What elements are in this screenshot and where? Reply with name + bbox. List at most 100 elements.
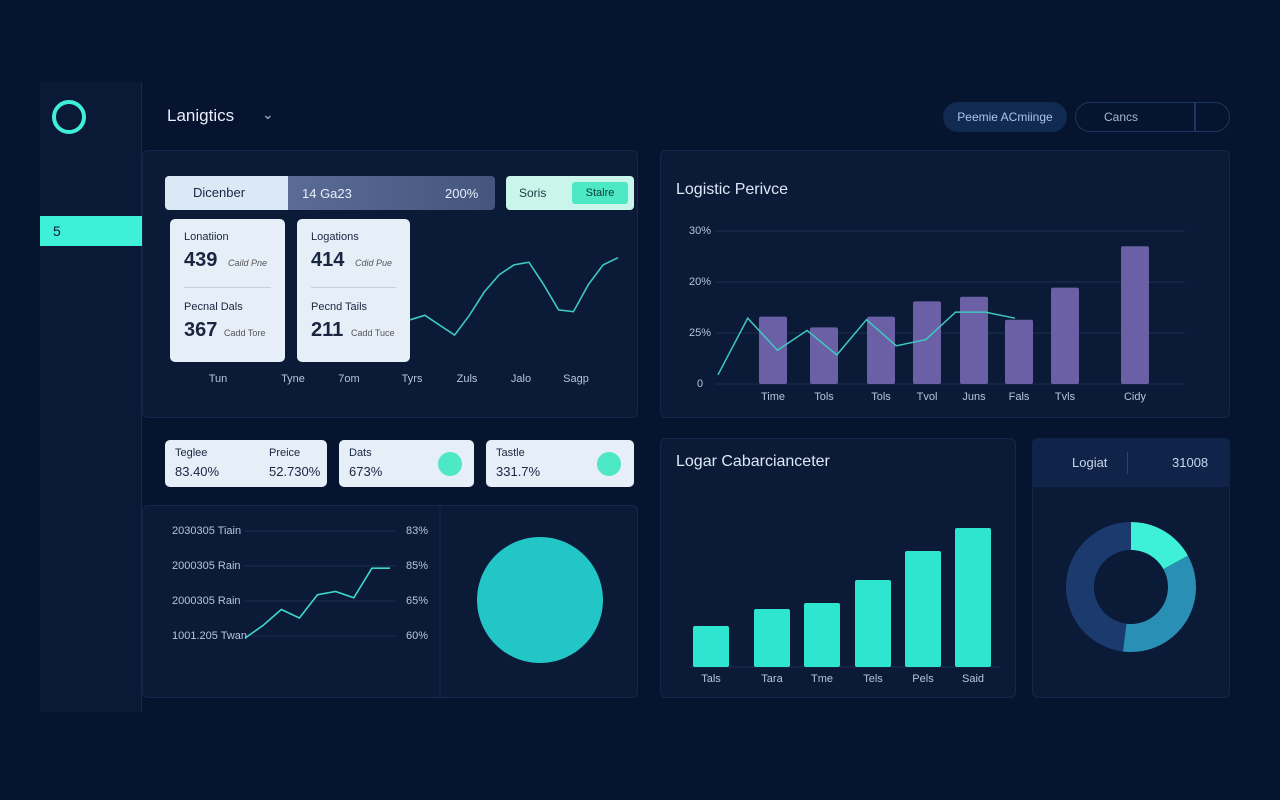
x-label: Tvol [917,391,938,403]
x-label: Tyrs [402,373,423,385]
nav-item-active[interactable]: 5 [40,216,142,246]
bar [960,296,988,384]
range-percent: 200% [445,186,479,201]
bar [913,301,941,384]
card-divider [311,287,396,288]
right-label: 65% [406,595,428,607]
pie-segment [1131,522,1188,570]
x-label: Tme [811,673,833,685]
brand-chevron[interactable]: ⌄ [262,106,274,122]
line [409,256,619,337]
month-select[interactable]: Dicenber [165,176,288,210]
pie-segment [1122,555,1196,653]
card-note: Cdid Pue [355,258,393,268]
stat-label: Preice [269,447,301,459]
bar [955,528,991,667]
right-label: 60% [406,630,428,642]
card-value: 414 [311,249,345,271]
left-label: 2030305 Tiain [172,525,241,537]
x-label: Tels [863,673,883,685]
x-label: Time [761,391,785,403]
x-label: Tals [701,673,721,685]
summary-label: Logiat [1072,455,1108,470]
bar [754,609,790,667]
x-label: Juns [962,391,986,403]
x-label: Cidy [1124,391,1147,403]
stat-label: Tastle [496,447,525,459]
x-label: Jalo [511,373,531,385]
x-label: Said [962,673,984,685]
filter[interactable]: Soris [519,186,547,200]
summary-divider [1127,452,1128,474]
bar [905,551,941,667]
card-title: Lonatiion [184,231,229,243]
capacity-title: Logar Cabarcianceter [676,453,830,470]
pie-segment [476,537,603,664]
right-label: 85% [406,560,428,572]
card-value: 211 [311,319,344,341]
brand: Lanigtics [167,106,235,125]
stat-value: 52.730% [269,464,321,479]
x-label: Tols [814,391,834,403]
x-label: Tara [761,673,783,685]
header-button[interactable]: Peemie ACmiinge [943,102,1067,132]
x-label: Tun [209,373,228,385]
card-value: 439 [184,249,218,271]
bar [867,316,895,384]
card-divider [184,287,271,288]
logo[interactable] [52,100,86,134]
stat-icon [597,452,621,476]
x-label: Pels [912,673,934,685]
y-label: 25% [689,327,711,339]
search-box[interactable]: Cancs [1075,102,1195,132]
bar [804,603,840,667]
bar [1051,287,1079,384]
stat-value: 331.7% [496,464,541,479]
card-note: Cadd Tuce [351,328,395,338]
action-button[interactable]: Stalre [572,182,628,204]
left-label: 2000305 Rain [172,560,241,572]
metric-card: Lonatiion 439 Caild Pne Pecnal Dals 367 Cadd … [170,219,285,362]
y-label: 0 [697,378,703,390]
line [717,311,1016,376]
bar [855,580,891,667]
bar [1121,246,1149,384]
stat-value: 673% [349,464,383,479]
bar [810,327,838,384]
summary-bar [1032,438,1230,487]
y-label: 20% [689,276,711,288]
stat-card [165,440,327,487]
stat-icon [438,452,462,476]
card-title: Pecnd Tails [311,301,368,313]
metric-card: Logations 414 Cdid Pue Pecnd Tails 211 Cadd T… [297,219,410,362]
card-title: Logations [311,231,359,243]
stat-value: 83.40% [175,464,220,479]
range-bar [288,176,495,210]
bar [759,316,787,384]
x-label: Tvls [1055,391,1076,403]
card-note: Caild Pne [228,258,268,268]
card-note: Cadd Tore [224,328,266,338]
stat-label: Dats [349,447,372,459]
x-label: Zuls [457,373,478,385]
x-label: Tols [871,391,891,403]
bar [693,626,729,667]
y-label: 30% [689,225,711,237]
search-button[interactable] [1195,102,1230,132]
range: 14 Ga23 [302,186,352,201]
bar [1005,319,1033,384]
left-label: 1001.205 Twan [172,630,247,642]
sidebar [40,82,142,712]
x-label: Fals [1009,391,1030,403]
right-label: 83% [406,525,428,537]
card-value: 367 [184,319,218,341]
card-title: Pecnal Dals [184,301,243,313]
pie-segment [1065,522,1131,652]
left-label: 2000305 Rain [172,595,241,607]
x-label: 7om [338,373,359,385]
summary-value: 31008 [1172,455,1209,470]
line [244,567,390,639]
stat-label: Teglee [175,447,208,459]
